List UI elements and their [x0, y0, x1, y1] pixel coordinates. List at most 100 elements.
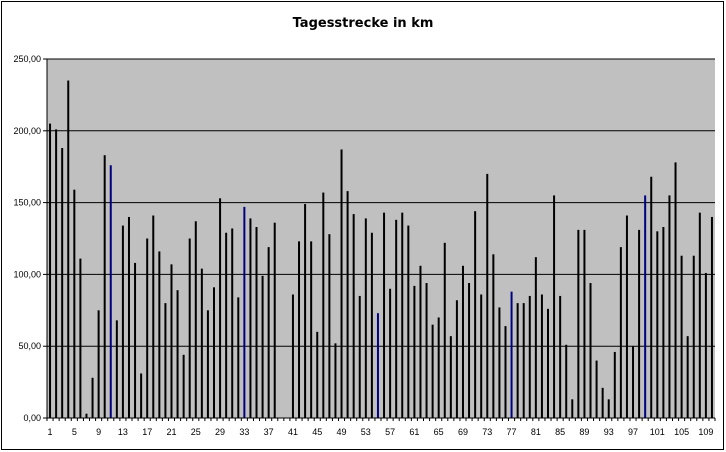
- bar: [267, 247, 270, 418]
- bar: [206, 310, 209, 418]
- bar: [243, 206, 246, 418]
- bar: [668, 195, 671, 418]
- bar: [291, 294, 294, 418]
- bar: [182, 354, 185, 418]
- bar: [656, 231, 659, 418]
- x-tick-label: 33: [239, 427, 249, 437]
- bar: [231, 228, 234, 418]
- bar: [352, 214, 355, 418]
- bar: [528, 295, 531, 418]
- bar: [443, 242, 446, 418]
- x-tick-label: 73: [482, 427, 492, 437]
- bar: [510, 291, 513, 418]
- bar: [383, 212, 386, 418]
- bar: [316, 331, 319, 418]
- bar: [328, 234, 331, 418]
- bar: [504, 326, 507, 418]
- bar: [674, 162, 677, 418]
- bar: [534, 257, 537, 418]
- x-tick-label: 45: [312, 427, 322, 437]
- bar: [389, 288, 392, 418]
- x-tick-label: 5: [72, 427, 77, 437]
- bar: [710, 216, 713, 418]
- bar: [273, 222, 276, 418]
- bar: [158, 251, 161, 418]
- bar: [431, 324, 434, 418]
- bar: [662, 227, 665, 418]
- x-tick-label: 97: [628, 427, 638, 437]
- bar: [134, 262, 137, 418]
- bar: [686, 336, 689, 418]
- bar: [619, 247, 622, 418]
- x-tick-label: 109: [698, 427, 713, 437]
- y-tick-label: 250,00: [13, 54, 41, 64]
- bar: [298, 241, 301, 418]
- gridlines: [47, 58, 715, 347]
- bar: [625, 215, 628, 418]
- bar: [704, 272, 707, 418]
- x-tick-label: 53: [361, 427, 371, 437]
- bar: [437, 317, 440, 418]
- x-tick-label: 17: [142, 427, 152, 437]
- bar: [516, 303, 519, 418]
- bar: [607, 399, 610, 418]
- bars: [49, 80, 713, 419]
- bar: [164, 303, 167, 418]
- bar: [540, 294, 543, 418]
- bar: [547, 308, 549, 418]
- bar: [85, 413, 88, 418]
- bar: [73, 189, 76, 418]
- bar: [589, 283, 592, 418]
- bar: [55, 129, 58, 419]
- bar: [680, 255, 683, 418]
- bar: [310, 241, 313, 418]
- bar: [583, 229, 586, 418]
- bar: [370, 232, 373, 418]
- bar: [449, 336, 452, 418]
- bar: [176, 290, 179, 418]
- bar: [480, 294, 483, 418]
- x-tick-label: 13: [118, 427, 128, 437]
- bar: [364, 218, 367, 418]
- x-axis-ticks: 1 5 9 13 17 21 25 29 33 37 41 45 49 53 57 61 65 69 73 77 81 8…: [46, 418, 716, 437]
- bar: [91, 377, 94, 418]
- bar: [346, 191, 349, 418]
- bar: [553, 195, 556, 418]
- x-tick-label: 85: [555, 427, 565, 437]
- x-tick-label: 41: [288, 427, 298, 437]
- y-axis-ticks: 0,00 50,00 100,00 150,00 200,00 250,00: [13, 54, 47, 423]
- bar: [304, 204, 307, 418]
- bar: [67, 80, 70, 418]
- bar: [492, 254, 495, 418]
- bar: [79, 258, 82, 418]
- x-tick-label: 93: [604, 427, 614, 437]
- bar: [255, 227, 258, 418]
- plot-area: [47, 59, 715, 418]
- bar: [146, 238, 149, 418]
- bar: [522, 303, 525, 418]
- bar: [577, 229, 580, 418]
- bar: [486, 173, 489, 418]
- x-tick-label: 89: [579, 427, 589, 437]
- y-tick-label: 50,00: [18, 341, 41, 351]
- bar: [638, 229, 641, 418]
- x-tick-label: 49: [337, 427, 347, 437]
- x-tick-label: 29: [215, 427, 225, 437]
- bar: [322, 192, 325, 418]
- bar: [127, 216, 130, 418]
- bar: [632, 346, 635, 418]
- bar: [613, 351, 616, 418]
- bar: [455, 300, 458, 418]
- bar: [419, 265, 422, 418]
- bar: [334, 343, 337, 418]
- bar: [49, 123, 52, 419]
- bar: [559, 295, 562, 418]
- bar: [170, 264, 173, 418]
- bar: [121, 225, 124, 418]
- bar: [140, 373, 143, 418]
- bar: [468, 283, 471, 418]
- x-tick-label: 9: [96, 427, 101, 437]
- bar: [413, 285, 416, 418]
- bar: [152, 215, 155, 418]
